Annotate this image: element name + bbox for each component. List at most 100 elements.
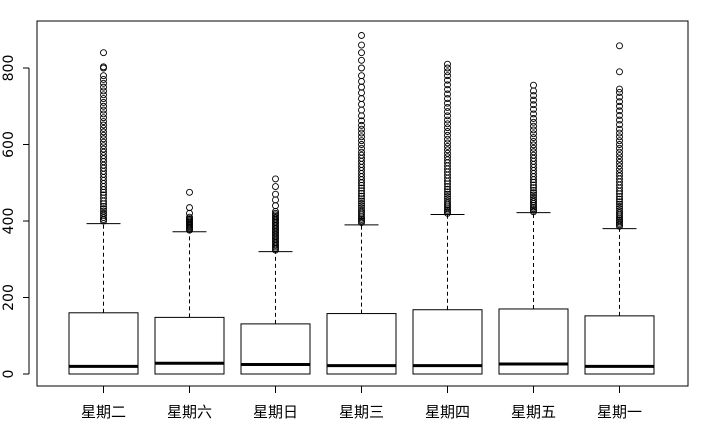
box-group — [412, 60, 483, 375]
outlier-point — [530, 115, 537, 122]
outlier-point — [100, 135, 107, 143]
outlier-point — [100, 63, 107, 71]
outlier-point — [530, 181, 537, 189]
outlier-point — [444, 85, 451, 93]
outlier-point — [272, 196, 279, 204]
box-group — [498, 81, 569, 375]
outlier-point — [444, 149, 451, 157]
outlier-point — [616, 107, 623, 115]
outlier-point — [616, 85, 623, 93]
outlier-point — [616, 205, 623, 213]
outlier-point — [444, 116, 451, 124]
outlier-point — [100, 205, 107, 213]
outlier-point — [358, 206, 365, 214]
outlier-point — [616, 159, 623, 166]
outlier-point — [530, 137, 537, 145]
outlier-point — [358, 125, 365, 133]
outlier-point — [100, 138, 107, 146]
outlier-point — [616, 209, 623, 217]
outlier-point — [358, 197, 365, 205]
outlier-point — [444, 185, 451, 193]
outlier-point — [530, 151, 537, 159]
y-tick-label: 200 — [1, 284, 17, 311]
outlier-point — [358, 83, 365, 91]
outlier-point — [444, 153, 451, 161]
x-tick-label: 星期二 — [81, 403, 126, 421]
outlier-point — [530, 101, 537, 109]
outlier-point — [358, 208, 365, 216]
outlier-point — [358, 187, 365, 195]
box — [584, 315, 655, 375]
outlier-point — [530, 92, 537, 99]
outlier-point — [100, 95, 107, 103]
outlier-point — [444, 188, 451, 196]
outlier-point — [616, 125, 623, 133]
outlier-point — [444, 128, 451, 135]
outlier-point — [358, 100, 365, 108]
outlier-point — [616, 155, 623, 163]
outlier-point — [358, 117, 365, 125]
outlier-point — [100, 161, 107, 169]
outlier-point — [444, 135, 451, 143]
outlier-point — [530, 126, 537, 134]
outlier-point — [358, 204, 365, 212]
outlier-point — [530, 191, 537, 199]
outlier-point — [444, 99, 451, 107]
outlier-point — [444, 190, 451, 198]
outlier-point — [358, 133, 365, 141]
outlier-point — [444, 76, 451, 84]
outlier-point — [616, 42, 623, 50]
outlier-point — [358, 41, 365, 49]
outlier-point — [186, 213, 193, 221]
outlier-point — [100, 164, 107, 172]
outlier-point — [100, 214, 107, 222]
outlier-point — [358, 141, 365, 148]
outlier-point — [530, 198, 537, 205]
outlier-point — [100, 207, 107, 215]
x-axis-labels: 星期二 星期六 星期日 星期三 星期四 星期五 星期一 — [81, 385, 642, 421]
outlier-point — [444, 95, 451, 103]
outlier-point — [530, 122, 537, 130]
outlier-point — [186, 204, 193, 212]
outlier-point — [530, 186, 537, 194]
outlier-point — [616, 89, 623, 96]
outlier-point — [358, 190, 365, 197]
outlier-point — [358, 64, 365, 72]
outlier-point — [530, 184, 537, 192]
box-group — [584, 42, 655, 375]
outlier-point — [444, 139, 451, 147]
outlier-point — [100, 102, 107, 110]
outlier-point — [616, 144, 623, 152]
outlier-point — [100, 145, 107, 153]
outlier-point — [444, 90, 451, 98]
outlier-point — [358, 137, 365, 145]
outlier-point — [444, 131, 451, 139]
x-tick-label: 星期一 — [597, 403, 642, 421]
outlier-point — [530, 96, 537, 104]
outlier-point — [616, 195, 623, 203]
y-tick-label: 0 — [1, 370, 17, 379]
outlier-point — [530, 81, 537, 89]
outlier-point — [616, 207, 623, 215]
outlier-point — [100, 211, 107, 219]
outlier-point — [616, 172, 623, 180]
outlier-point — [100, 152, 107, 160]
outlier-point — [444, 193, 451, 200]
outlier-point — [358, 192, 365, 200]
outlier-point — [100, 118, 107, 126]
outlier-point — [444, 156, 451, 164]
outlier-point — [616, 152, 623, 160]
outlier-point — [358, 195, 365, 203]
outlier-point — [100, 128, 107, 136]
outlier-point — [100, 83, 107, 91]
outlier-point — [358, 56, 365, 64]
outlier-point — [444, 120, 451, 128]
outlier-point — [616, 121, 623, 129]
outlier-point — [358, 72, 365, 80]
outlier-point — [358, 148, 365, 156]
outlier-point — [272, 190, 279, 198]
outlier-point — [616, 203, 623, 210]
box — [240, 323, 311, 375]
outlier-point — [100, 155, 107, 163]
